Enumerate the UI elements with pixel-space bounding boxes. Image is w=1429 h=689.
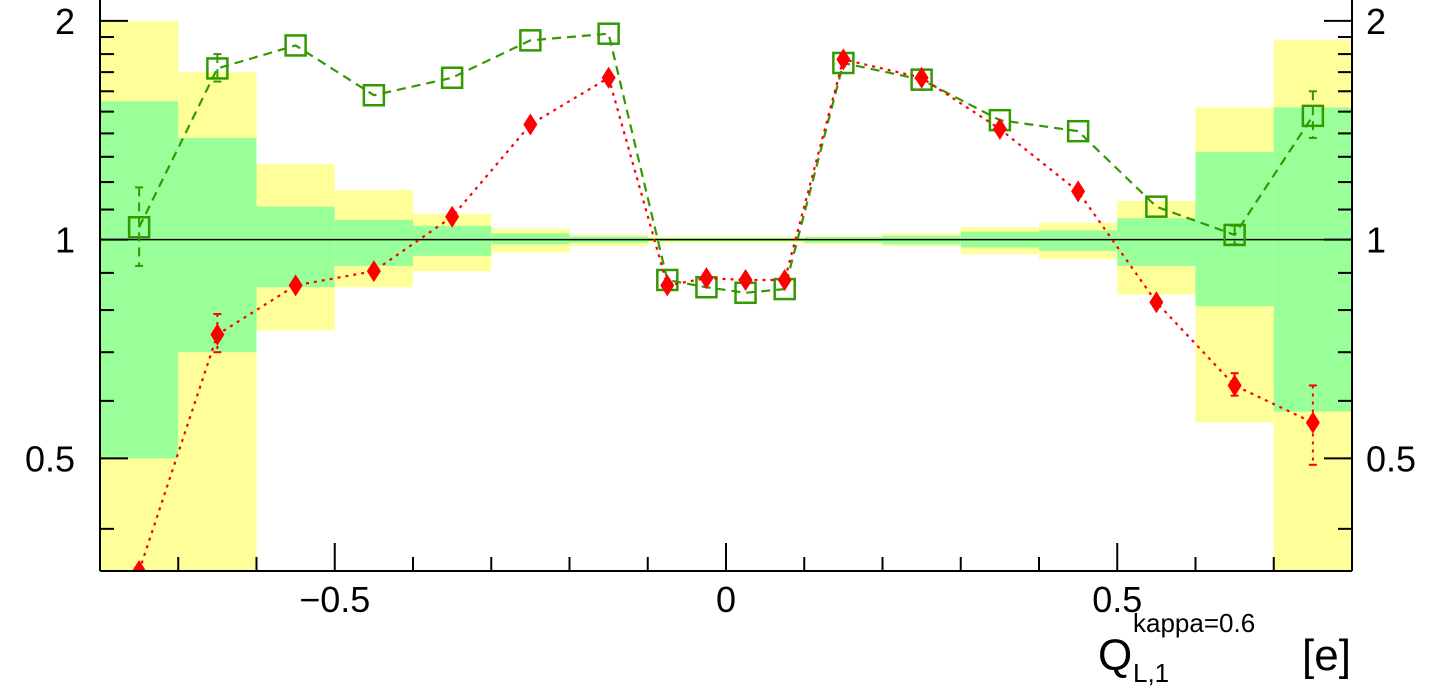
x-axis-title-superscript: kappa=0.6	[1133, 608, 1255, 638]
x-axis-title-unit: [e]	[1302, 631, 1351, 680]
y-tick-label-left: 2	[55, 1, 75, 42]
data-point-diamond-2	[288, 274, 303, 297]
data-point-diamond-9	[738, 268, 753, 291]
x-tick-label: −0.5	[299, 579, 370, 620]
data-point-diamond-14	[1071, 180, 1086, 203]
x-axis-title-main: Q	[1098, 631, 1132, 680]
data-point-diamond-5	[523, 113, 538, 136]
y-tick-label-left: 0.5	[25, 438, 75, 479]
y-tick-label-left: 1	[55, 220, 75, 261]
data-point-diamond-4	[445, 205, 460, 228]
data-point-diamond-10	[777, 268, 792, 291]
band-green-4	[413, 225, 492, 256]
data-point-square-6	[597, 22, 620, 45]
band-green-3	[334, 219, 413, 266]
x-axis-title: Q L,1 kappa=0.6 [e]	[1098, 608, 1351, 688]
data-point-square-0	[127, 215, 151, 239]
data-point-diamond-3	[366, 260, 381, 283]
data-point-square-14	[1066, 119, 1090, 143]
band-green-0	[100, 101, 179, 459]
x-tick-label: 0	[716, 579, 736, 620]
uncertainty-bands	[100, 20, 1352, 572]
data-point-square-16	[1223, 223, 1246, 247]
data-point-diamond-6	[601, 66, 616, 89]
tick-labels: −0.5 0 0.5 0.5 0.5 1 1 2 2	[25, 1, 1416, 620]
data-point-diamond-11	[836, 48, 851, 71]
y-tick-label-right: 0.5	[1366, 438, 1416, 479]
y-tick-label-right: 1	[1366, 220, 1386, 261]
band-green-13	[1117, 218, 1196, 266]
data-point-square-5	[519, 29, 542, 52]
data-point-diamond-12	[914, 66, 929, 89]
x-tick-label: 0.5	[1092, 579, 1142, 620]
data-point-square-15	[1145, 195, 1168, 218]
band-green-2	[256, 206, 335, 288]
x-axis-title-subscript: L,1	[1133, 658, 1169, 688]
data-point-diamond-17	[1305, 411, 1320, 434]
band-green-15	[1273, 107, 1352, 412]
data-point-square-2	[284, 34, 307, 57]
data-point-diamond-8	[699, 267, 714, 290]
data-point-diamond-16	[1227, 374, 1242, 397]
data-point-diamond-1	[210, 323, 225, 346]
band-green-1	[178, 137, 257, 353]
series-line-0	[138, 32, 1314, 294]
axis-ticks	[99, 19, 1353, 571]
series-squares	[127, 22, 1325, 305]
data-point-square-17	[1301, 104, 1325, 128]
y-tick-label-right: 2	[1366, 1, 1386, 42]
band-green-12	[1039, 230, 1118, 251]
series-layer	[127, 22, 1325, 582]
data-point-diamond-7	[660, 274, 675, 297]
data-point-square-4	[440, 66, 464, 89]
data-point-diamond-15	[1149, 291, 1164, 314]
series-diamonds	[132, 48, 1320, 582]
data-point-diamond-13	[992, 117, 1007, 140]
data-point-square-3	[362, 83, 386, 107]
data-point-square-1	[206, 57, 229, 80]
bottom-margin	[0, 571, 1429, 689]
